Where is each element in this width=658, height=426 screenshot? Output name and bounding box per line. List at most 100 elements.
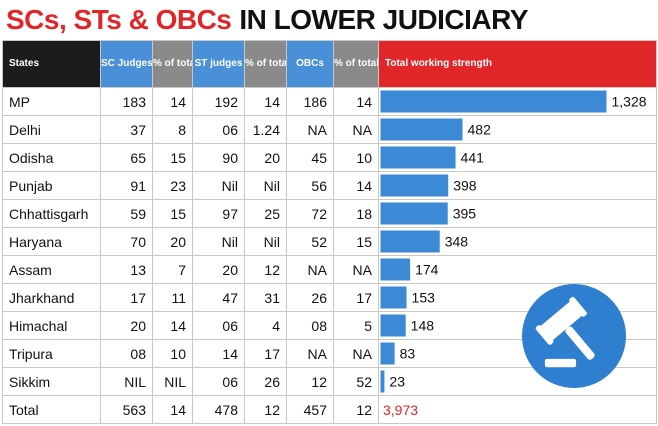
cell-sc-pct: 14 (152, 311, 193, 340)
cell-st-pct: Nil (244, 171, 287, 200)
cell-state: Himachal (2, 311, 101, 340)
total-strength-value: 3,973 (383, 401, 419, 418)
cell-sc: 59 (100, 199, 153, 228)
title-part1: SCs, STs & OBCs (6, 4, 232, 35)
cell-st-pct: 25 (244, 199, 287, 228)
cell-obc: NA (286, 115, 334, 144)
header-sc-judges: SC Judges (100, 40, 153, 88)
cell-obc-pct: 5 (333, 311, 379, 340)
cell-sc-pct: 20 (152, 227, 193, 256)
cell-obc-pct: NA (333, 339, 379, 368)
cell-obc-pct: NA (333, 255, 379, 284)
cell-state: Jharkhand (2, 283, 101, 312)
cell-st: 192 (192, 87, 245, 116)
cell-sc: 20 (100, 311, 153, 340)
cell-state: Delhi (2, 115, 101, 144)
cell-sc: 08 (100, 339, 153, 368)
cell-sc: NIL (100, 367, 153, 396)
cell-obc: NA (286, 255, 334, 284)
cell-obc: 52 (286, 227, 334, 256)
cell-sc-pct: 7 (152, 255, 193, 284)
cell-st-pct: 12 (244, 255, 287, 284)
cell-st-pct: 4 (244, 311, 287, 340)
cell-obc: 08 (286, 311, 334, 340)
cell-obc: 12 (286, 367, 334, 396)
cell-sc-pct: 10 (152, 339, 193, 368)
table-row: Delhi 37 8 06 1.24 NA NA (2, 115, 657, 144)
cell-obc-pct: 10 (333, 143, 379, 172)
table-row: Chhattisgarh 59 15 97 25 72 18 (2, 199, 657, 228)
cell-bar (378, 115, 657, 144)
cell-bar (378, 171, 657, 200)
cell-st: 47 (192, 283, 245, 312)
table-row: Haryana 70 20 Nil Nil 52 15 (2, 227, 657, 256)
chart-title: SCs, STs & OBCs IN LOWER JUDICIARY (6, 2, 529, 38)
cell-obc-pct: 15 (333, 227, 379, 256)
table-row: Odisha 65 15 90 20 45 10 (2, 143, 657, 172)
cell-obc-pct: 14 (333, 171, 379, 200)
cell-sc: 37 (100, 115, 153, 144)
cell-st-pct: Nil (244, 227, 287, 256)
cell-total-st-pct: 12 (244, 395, 287, 424)
header-obcs: OBCs (286, 40, 334, 88)
cell-state: MP (2, 87, 101, 116)
cell-bar (378, 255, 657, 284)
cell-total-strength: 3,973 (378, 395, 657, 424)
cell-obc-pct: 17 (333, 283, 379, 312)
cell-obc: 56 (286, 171, 334, 200)
title-part2: IN LOWER JUDICIARY (239, 4, 529, 35)
cell-state: Odisha (2, 143, 101, 172)
judiciary-table: States SC Judges % of total ST judges % … (2, 40, 657, 424)
cell-sc: 13 (100, 255, 153, 284)
cell-sc: 183 (100, 87, 153, 116)
cell-bar (378, 87, 657, 116)
cell-sc-pct: NIL (152, 367, 193, 396)
total-row: Total 563 14 478 12 457 12 3,973 (2, 395, 657, 424)
cell-bar (378, 227, 657, 256)
cell-state: Chhattisgarh (2, 199, 101, 228)
gavel-icon (522, 284, 626, 388)
cell-obc-pct: 52 (333, 367, 379, 396)
cell-total-obc-pct: 12 (333, 395, 379, 424)
table-body: MP 183 14 192 14 186 14 Delhi 37 8 06 1.… (2, 87, 657, 424)
cell-total-st: 478 (192, 395, 245, 424)
cell-state: Tripura (2, 339, 101, 368)
cell-sc-pct: 15 (152, 199, 193, 228)
cell-total-obc: 457 (286, 395, 334, 424)
cell-st: 06 (192, 367, 245, 396)
cell-st: 06 (192, 115, 245, 144)
cell-sc: 70 (100, 227, 153, 256)
cell-st: Nil (192, 171, 245, 200)
cell-st: 14 (192, 339, 245, 368)
cell-total-sc-pct: 14 (152, 395, 193, 424)
header-obc-pct: % of total (333, 40, 379, 88)
cell-obc-pct: NA (333, 115, 379, 144)
header-row: States SC Judges % of total ST judges % … (2, 40, 657, 88)
header-st-judges: ST judges (192, 40, 245, 88)
cell-st: 20 (192, 255, 245, 284)
cell-st: Nil (192, 227, 245, 256)
cell-state: Punjab (2, 171, 101, 200)
table-row: Punjab 91 23 Nil Nil 56 14 (2, 171, 657, 200)
cell-st: 97 (192, 199, 245, 228)
cell-sc: 65 (100, 143, 153, 172)
cell-sc: 91 (100, 171, 153, 200)
cell-st: 90 (192, 143, 245, 172)
cell-obc: 72 (286, 199, 334, 228)
cell-st-pct: 31 (244, 283, 287, 312)
cell-total-label: Total (2, 395, 101, 424)
table-row: Assam 13 7 20 12 NA NA (2, 255, 657, 284)
cell-st: 06 (192, 311, 245, 340)
cell-sc: 17 (100, 283, 153, 312)
cell-total-sc: 563 (100, 395, 153, 424)
cell-state: Sikkim (2, 367, 101, 396)
header-states: States (2, 40, 101, 88)
cell-st-pct: 14 (244, 87, 287, 116)
cell-obc: NA (286, 339, 334, 368)
cell-bar (378, 199, 657, 228)
cell-st-pct: 20 (244, 143, 287, 172)
cell-state: Haryana (2, 227, 101, 256)
cell-obc-pct: 18 (333, 199, 379, 228)
cell-st-pct: 26 (244, 367, 287, 396)
cell-obc: 186 (286, 87, 334, 116)
